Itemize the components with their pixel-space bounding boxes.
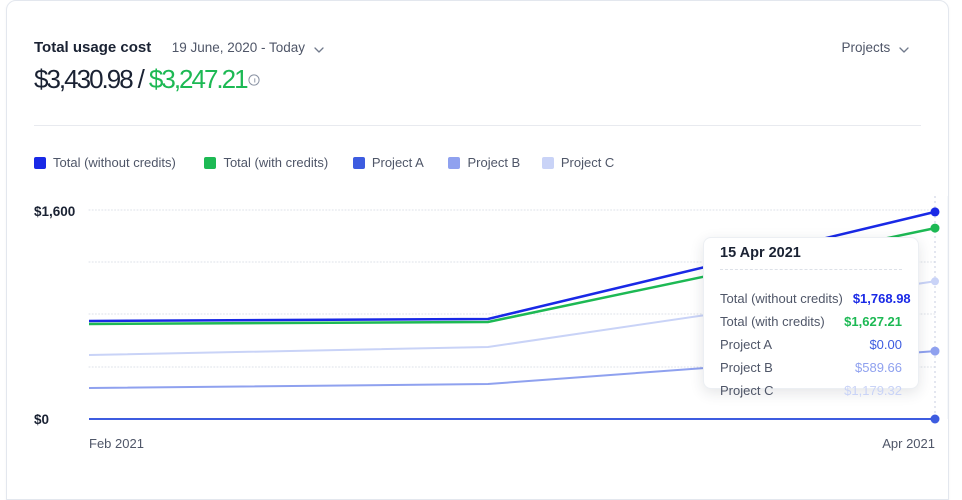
svg-text:$0: $0 bbox=[34, 412, 49, 427]
svg-text:Apr 2021: Apr 2021 bbox=[882, 436, 935, 451]
svg-text:i: i bbox=[253, 77, 255, 84]
svg-text:Feb 2021: Feb 2021 bbox=[89, 436, 144, 451]
svg-text:$1,600: $1,600 bbox=[34, 204, 75, 219]
